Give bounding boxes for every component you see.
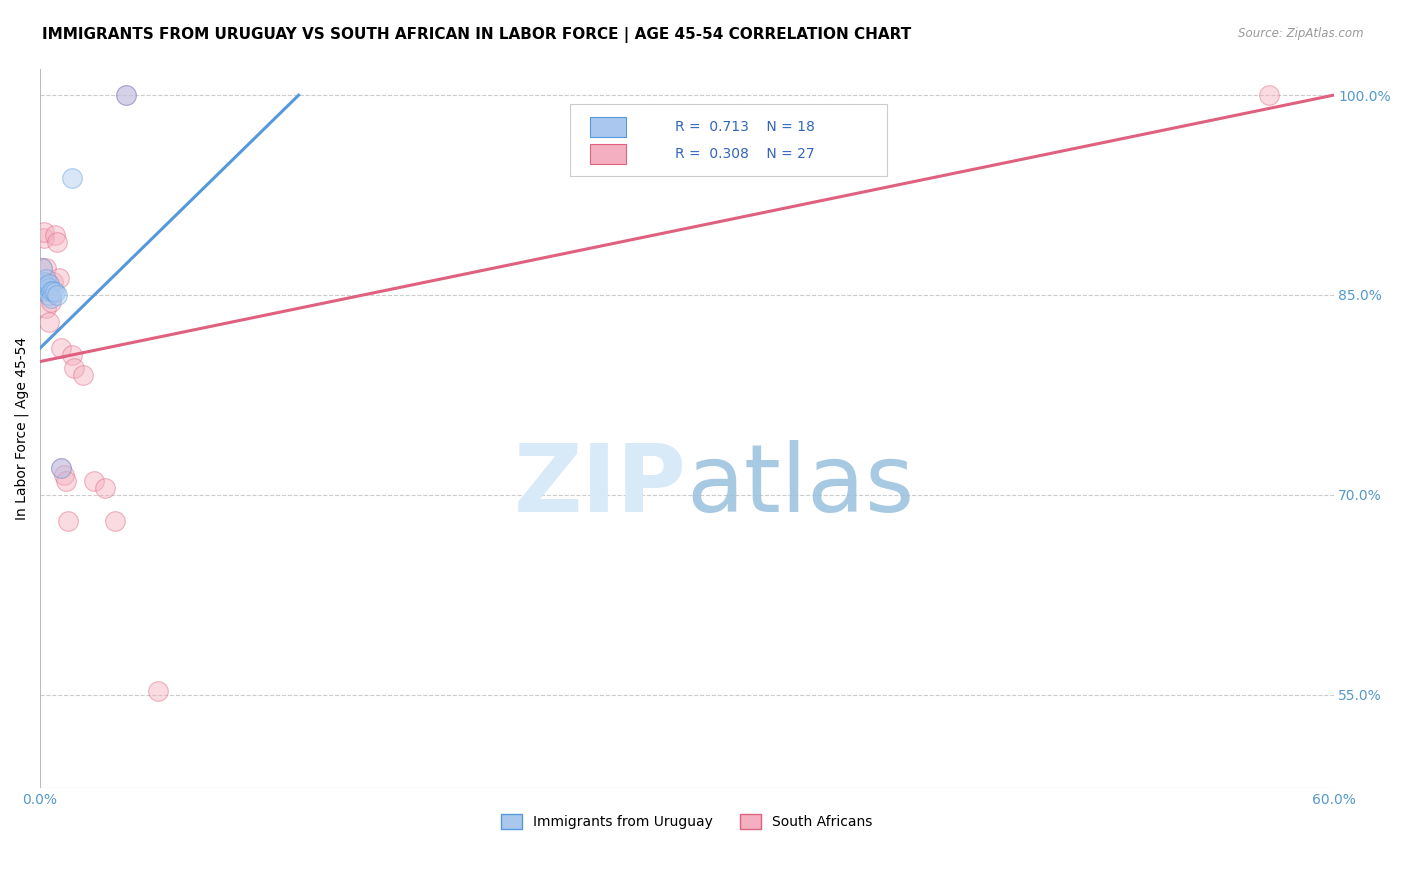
Point — [38, 281, 60, 295]
Point — [39, 291, 62, 305]
Point — [46, 288, 69, 302]
Point — [31, 261, 53, 276]
Point — [32, 225, 55, 239]
Point — [51, 341, 73, 355]
Text: Source: ZipAtlas.com: Source: ZipAtlas.com — [1239, 27, 1364, 40]
Y-axis label: In Labor Force | Age 45-54: In Labor Force | Age 45-54 — [15, 336, 30, 520]
FancyBboxPatch shape — [571, 104, 887, 177]
Point — [31, 261, 53, 276]
Point — [148, 683, 170, 698]
Point — [39, 284, 62, 298]
Point — [35, 272, 58, 286]
Point — [48, 270, 70, 285]
Point — [72, 368, 94, 382]
Text: R =  0.713    N = 18: R = 0.713 N = 18 — [675, 120, 815, 134]
Text: atlas: atlas — [686, 440, 915, 532]
Point — [1257, 88, 1279, 103]
Point — [60, 348, 83, 362]
Point — [44, 227, 66, 242]
Point — [38, 288, 60, 302]
Point — [35, 261, 58, 276]
Point — [38, 277, 60, 292]
Point — [52, 467, 75, 482]
Text: ZIP: ZIP — [513, 440, 686, 532]
Point — [35, 284, 58, 298]
Point — [35, 301, 58, 316]
Point — [115, 88, 138, 103]
Point — [55, 475, 77, 489]
Point — [32, 230, 55, 244]
Point — [51, 461, 73, 475]
Point — [44, 285, 66, 300]
Point — [115, 88, 138, 103]
Text: IMMIGRANTS FROM URUGUAY VS SOUTH AFRICAN IN LABOR FORCE | AGE 45-54 CORRELATION : IMMIGRANTS FROM URUGUAY VS SOUTH AFRICAN… — [42, 27, 911, 43]
Point — [38, 277, 60, 292]
Point — [56, 515, 79, 529]
Point — [32, 275, 55, 289]
Point — [93, 481, 115, 495]
Point — [46, 235, 69, 249]
Point — [38, 315, 60, 329]
Bar — [589, 117, 626, 136]
Bar — [589, 144, 626, 164]
Point — [35, 278, 58, 293]
Point — [104, 515, 127, 529]
Point — [31, 277, 53, 292]
Point — [31, 277, 53, 292]
Legend: Immigrants from Uruguay, South Africans: Immigrants from Uruguay, South Africans — [495, 809, 879, 835]
Point — [83, 475, 105, 489]
Point — [39, 294, 62, 309]
Point — [42, 284, 65, 298]
Point — [32, 281, 55, 295]
Point — [42, 275, 65, 289]
Point — [63, 361, 86, 376]
Text: R =  0.308    N = 27: R = 0.308 N = 27 — [675, 147, 814, 161]
Point — [60, 170, 83, 185]
Point — [51, 461, 73, 475]
